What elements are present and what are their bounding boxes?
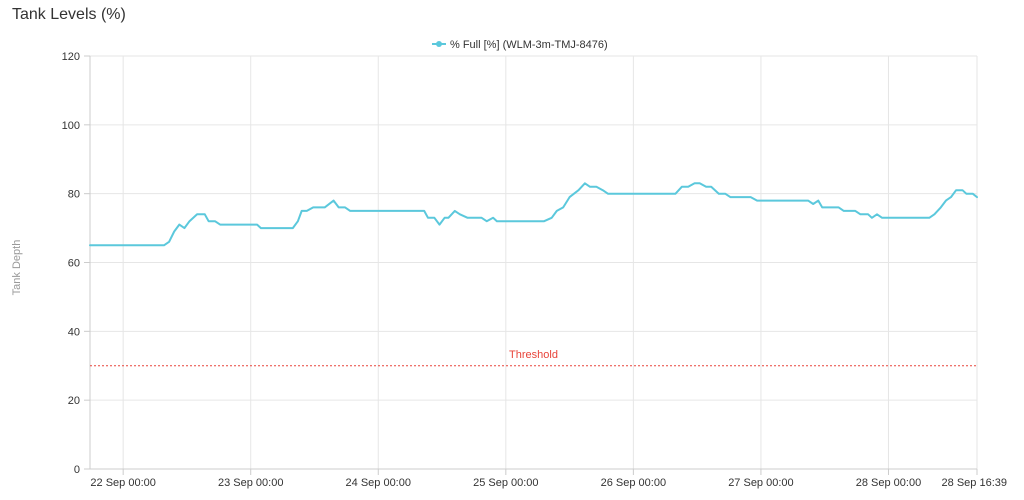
x-tick-label: 22 Sep 00:00 [90, 477, 155, 489]
y-tick-label: 60 [68, 258, 80, 270]
legend-label[interactable]: % Full [%] (WLM-3m-TMJ-8476) [450, 39, 608, 51]
x-tick-label: 26 Sep 00:00 [601, 477, 666, 489]
y-tick-label: 0 [74, 464, 80, 476]
y-tick-label: 20 [68, 395, 80, 407]
legend[interactable]: % Full [%] (WLM-3m-TMJ-8476) [432, 39, 608, 51]
axes: 0 20 40 60 80 100 120 22 Sep 00:00 23 Sep 00:00 2… [62, 51, 1007, 489]
x-tick-label: 28 Sep 16:39 [942, 477, 1007, 489]
legend-dot-marker [436, 41, 442, 47]
y-tick-label: 120 [62, 51, 80, 63]
x-tick-label: 28 Sep 00:00 [856, 477, 921, 489]
x-tick-label: 25 Sep 00:00 [473, 477, 538, 489]
chart-title: Tank Levels (%) [12, 6, 126, 23]
y-axis-label: Tank Depth [11, 240, 23, 296]
y-tick-label: 100 [62, 120, 80, 132]
threshold-label: Threshold [509, 349, 558, 361]
y-tick-label: 40 [68, 326, 80, 338]
threshold: Threshold [90, 349, 977, 367]
x-tick-label: 27 Sep 00:00 [728, 477, 793, 489]
series [89, 182, 978, 247]
x-tick-label: 23 Sep 00:00 [218, 477, 283, 489]
y-tick-label: 80 [68, 189, 80, 201]
series-line[interactable] [89, 182, 978, 247]
grid [90, 55, 978, 470]
x-tick-label: 24 Sep 00:00 [346, 477, 411, 489]
